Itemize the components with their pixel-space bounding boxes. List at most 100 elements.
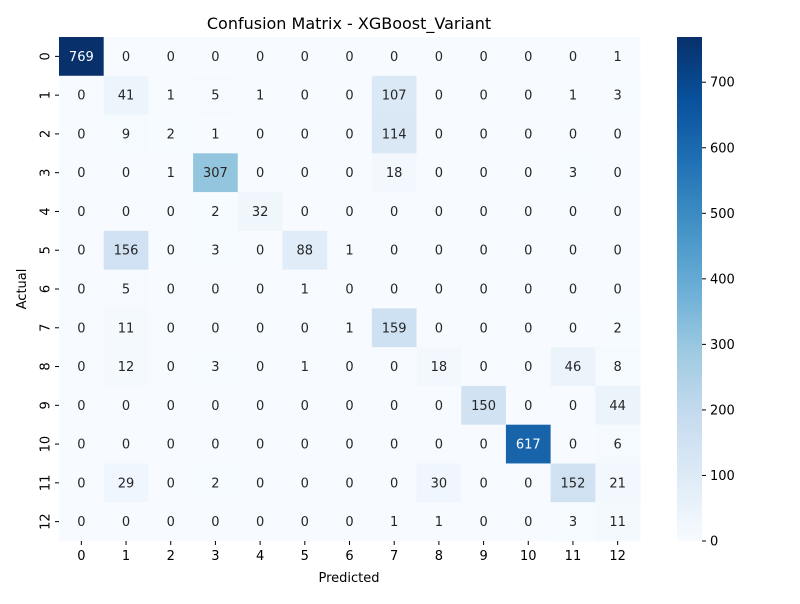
heatmap-cell [282,230,328,271]
heatmap-cell [416,385,462,426]
heatmap-cell [193,114,239,154]
x-tick-label: 12 [609,549,626,564]
cell-value-label: 0 [524,321,532,336]
heatmap-cell [327,463,373,503]
colorbar-tick-label: 300 [710,338,735,353]
cell-value-label: 0 [301,205,309,220]
cell-value-label: 44 [609,399,626,414]
heatmap-cell [148,269,194,309]
heatmap-cell [59,385,105,426]
heatmap-cell [595,114,641,154]
heatmap-cell [461,347,507,387]
heatmap-cell [595,153,641,193]
heatmap-cell [595,269,641,309]
cell-value-label: 0 [211,438,219,453]
cell-value-label: 0 [77,166,85,181]
heatmap-cell [595,37,641,77]
heatmap-cell [461,385,507,426]
y-tick-label: 9 [39,401,54,409]
heatmap-cell [416,114,462,154]
heatmap-cell [237,230,283,271]
heatmap-cell [237,75,283,116]
x-tick-label: 6 [345,549,353,564]
colorbar-tick-label: 0 [710,535,718,550]
cell-value-label: 0 [614,127,622,142]
heatmap-cell [59,192,105,232]
heatmap-cell [505,269,552,309]
heatmap-cell [461,308,507,348]
heatmap-cell [505,75,552,116]
cell-value-label: 0 [479,515,487,530]
heatmap-cell [461,424,507,464]
cell-value-label: 0 [211,321,219,336]
heatmap-cell [371,269,418,309]
heatmap-cell [237,385,283,426]
heatmap-cell [327,153,373,193]
cell-value-label: 21 [609,476,626,491]
cell-value-label: 769 [69,50,94,65]
cell-value-label: 0 [390,50,398,65]
heatmap-cell [505,114,552,154]
heatmap-cell [282,153,328,193]
cell-value-label: 0 [390,476,398,491]
heatmap-cell [148,308,194,348]
cell-value-label: 0 [435,399,443,414]
heatmap-cell [327,424,373,464]
colorbar-tick-label: 500 [710,207,735,222]
heatmap-cell [282,385,328,426]
cell-value-label: 0 [301,515,309,530]
cell-value-label: 3 [569,166,577,181]
heatmap-cell [416,424,462,464]
y-tick-label: 6 [39,285,54,293]
cell-value-label: 0 [256,476,264,491]
heatmap-cell [148,153,194,193]
heatmap-cell [550,424,596,464]
cell-value-label: 0 [569,127,577,142]
x-tick-label: 8 [435,549,443,564]
heatmap-cell [416,37,462,77]
cell-value-label: 0 [524,399,532,414]
cell-value-label: 0 [345,515,353,530]
heatmap-cell [371,347,418,387]
heatmap-cell [282,114,328,154]
heatmap-cell [193,153,239,193]
cell-value-label: 0 [479,205,487,220]
heatmap-cell [461,114,507,154]
heatmap-cell [193,308,239,348]
cell-value-label: 0 [479,166,487,181]
cell-value-label: 0 [256,515,264,530]
heatmap-cell [237,424,283,464]
cell-value-label: 0 [167,399,175,414]
heatmap-cell [550,347,596,387]
heatmap-cell [193,347,239,387]
cell-value-label: 0 [569,50,577,65]
cell-value-label: 0 [569,399,577,414]
heatmap-cell [505,153,552,193]
heatmap-cell [282,37,328,77]
y-tick-label: 8 [39,362,54,370]
cell-value-label: 0 [167,50,175,65]
cell-value-label: 0 [435,50,443,65]
cell-value-label: 1 [301,360,309,375]
heatmap-cell [237,269,283,309]
heatmap-cell [148,424,194,464]
heatmap-cell [416,308,462,348]
colorbar-tick-label: 100 [710,469,735,484]
heatmap-cell [550,153,596,193]
cell-value-label: 0 [479,283,487,298]
heatmap-cell [371,230,418,271]
cell-value-label: 0 [479,438,487,453]
cell-value-label: 0 [167,283,175,298]
cell-value-label: 0 [77,205,85,220]
heatmap-cell [327,75,373,116]
cell-value-label: 18 [386,166,403,181]
cell-value-label: 0 [390,244,398,259]
heatmap-cell [282,75,328,116]
heatmap-cell [371,192,418,232]
heatmap-cell [371,37,418,77]
heatmap-cell [282,269,328,309]
cell-value-label: 0 [390,438,398,453]
heatmap-cell [282,502,328,542]
heatmap-cell [193,37,239,77]
